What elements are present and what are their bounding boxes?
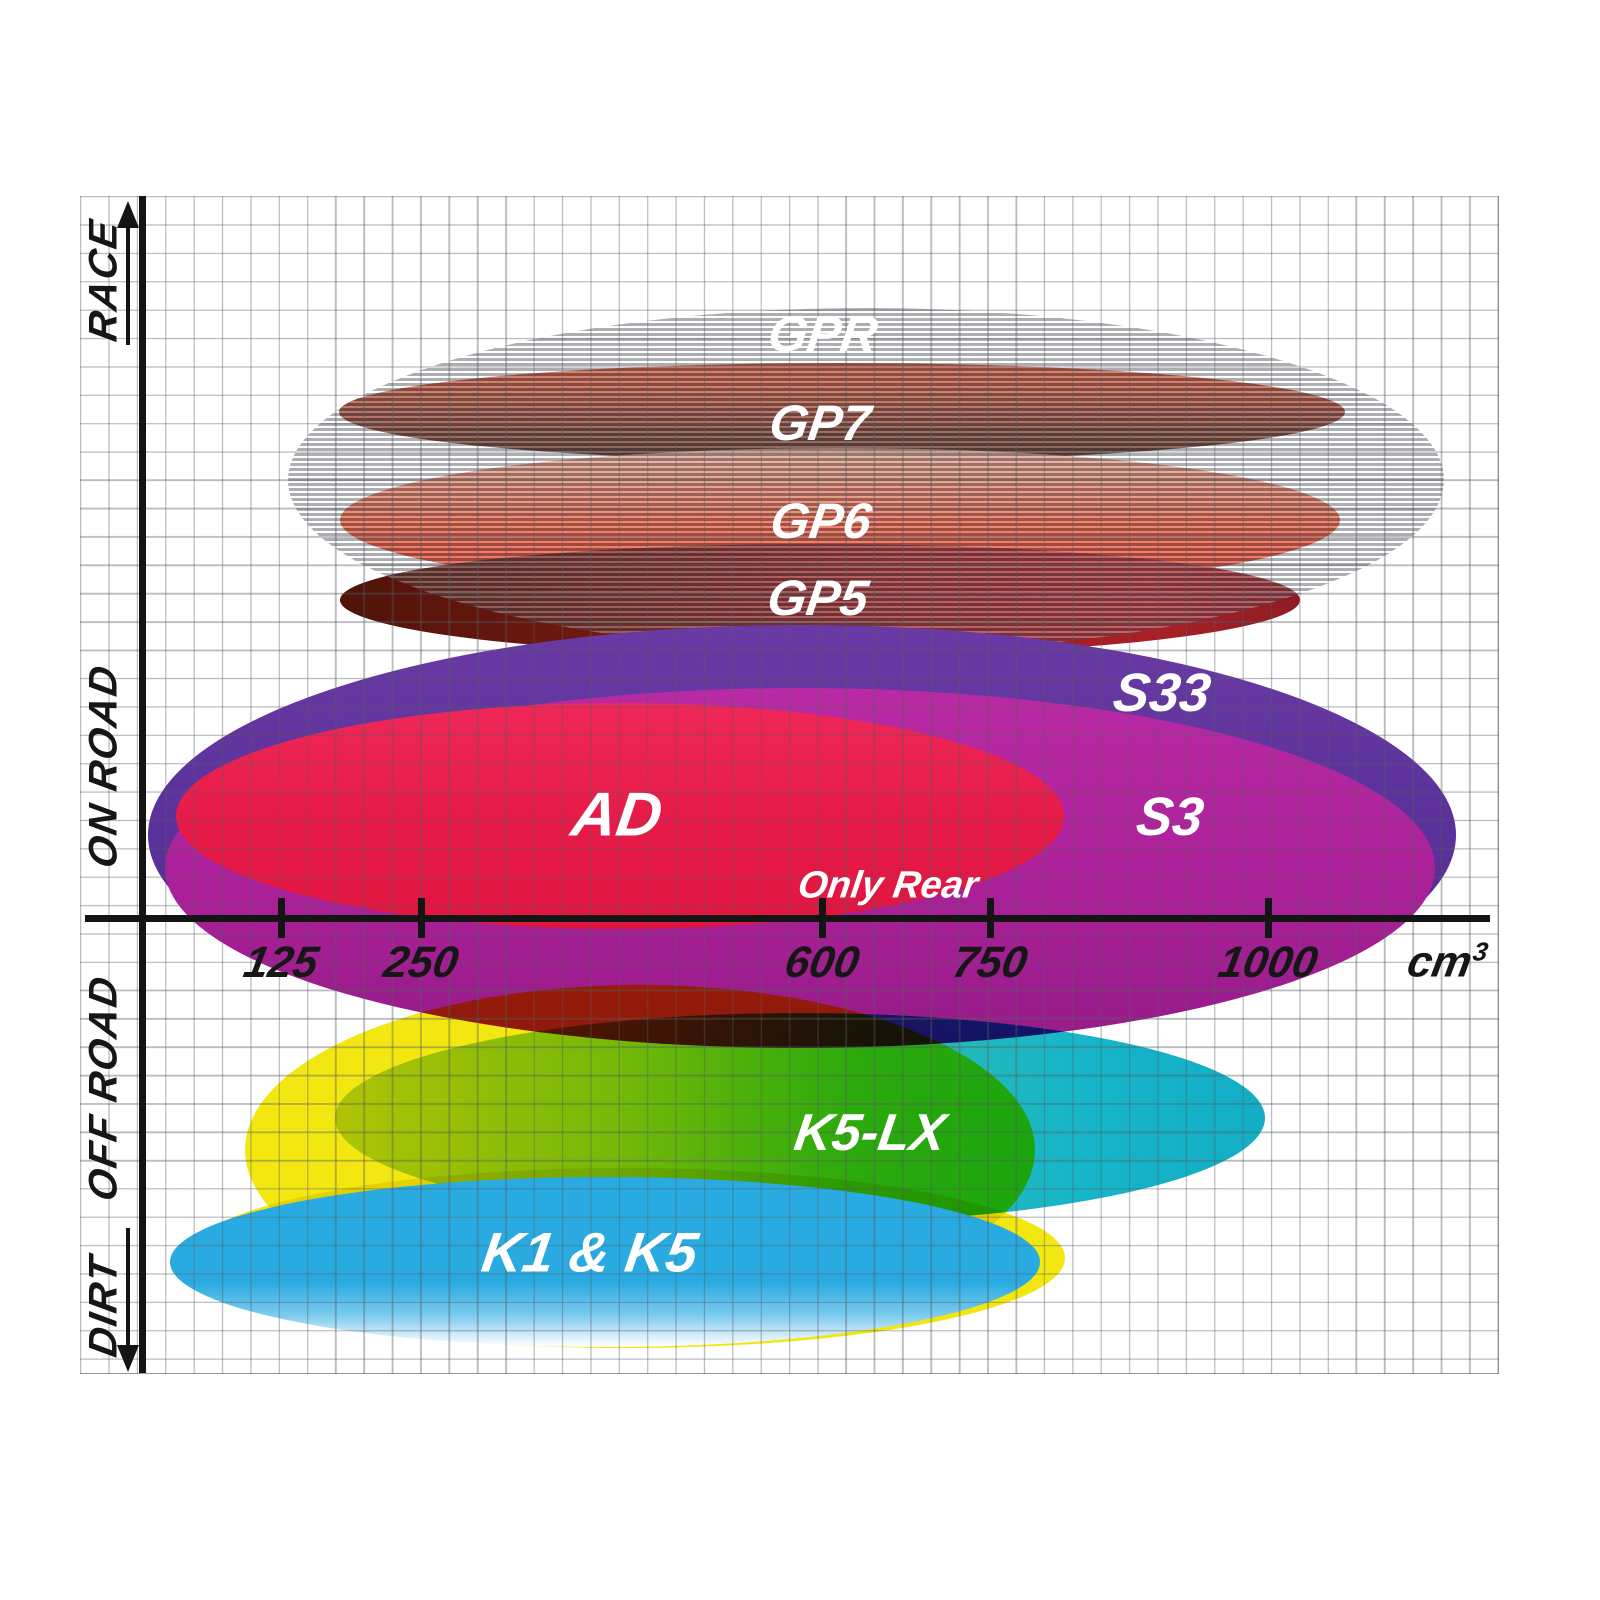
up-arrow-icon [117,201,139,228]
x-tick-125 [277,898,285,938]
up-arrow-line [126,228,130,345]
ad-ellipse [176,703,1064,929]
y-label-off-road: OFF ROAD [81,971,126,1205]
y-axis-line [139,196,146,1373]
x-tick-label-600: 600 [781,938,864,987]
down-arrow-icon [117,1345,139,1372]
gp6-label: GP6 [767,493,875,549]
k5lx-label: K5-LX [790,1104,950,1162]
x-axis-line [85,915,1490,922]
ad-label: AD [567,780,667,850]
y-label-on-road: ON ROAD [81,660,126,872]
x-tick-250 [417,898,425,938]
x-tick-label-125: 125 [240,938,323,987]
gpr-label: GPR [764,306,882,362]
x-axis-unit-label: cm3 [1404,937,1491,988]
y-label-dirt: DIRT [81,1251,126,1361]
s3-label: S3 [1132,787,1208,847]
gp7-ellipse [339,363,1345,461]
y-label-race: RACE [81,215,126,345]
only-rear-annotation: Only Rear [795,864,981,907]
k1k5-ellipse [170,1177,1040,1347]
x-tick-label-250: 250 [380,938,463,987]
gpr-ellipse [288,308,1444,652]
unit-text: cm [1403,937,1476,987]
gp5-label: GP5 [764,570,872,626]
down-arrow-line [126,1228,130,1346]
gp7-label: GP7 [766,395,874,451]
x-tick-label-1000: 1000 [1214,938,1322,987]
s33-label: S33 [1109,663,1215,723]
x-tick-600 [818,898,826,938]
x-tick-1000 [1264,898,1272,938]
x-tick-label-750: 750 [949,938,1032,987]
k1k5-label: K1 & K5 [478,1220,702,1284]
x-tick-750 [986,898,994,938]
